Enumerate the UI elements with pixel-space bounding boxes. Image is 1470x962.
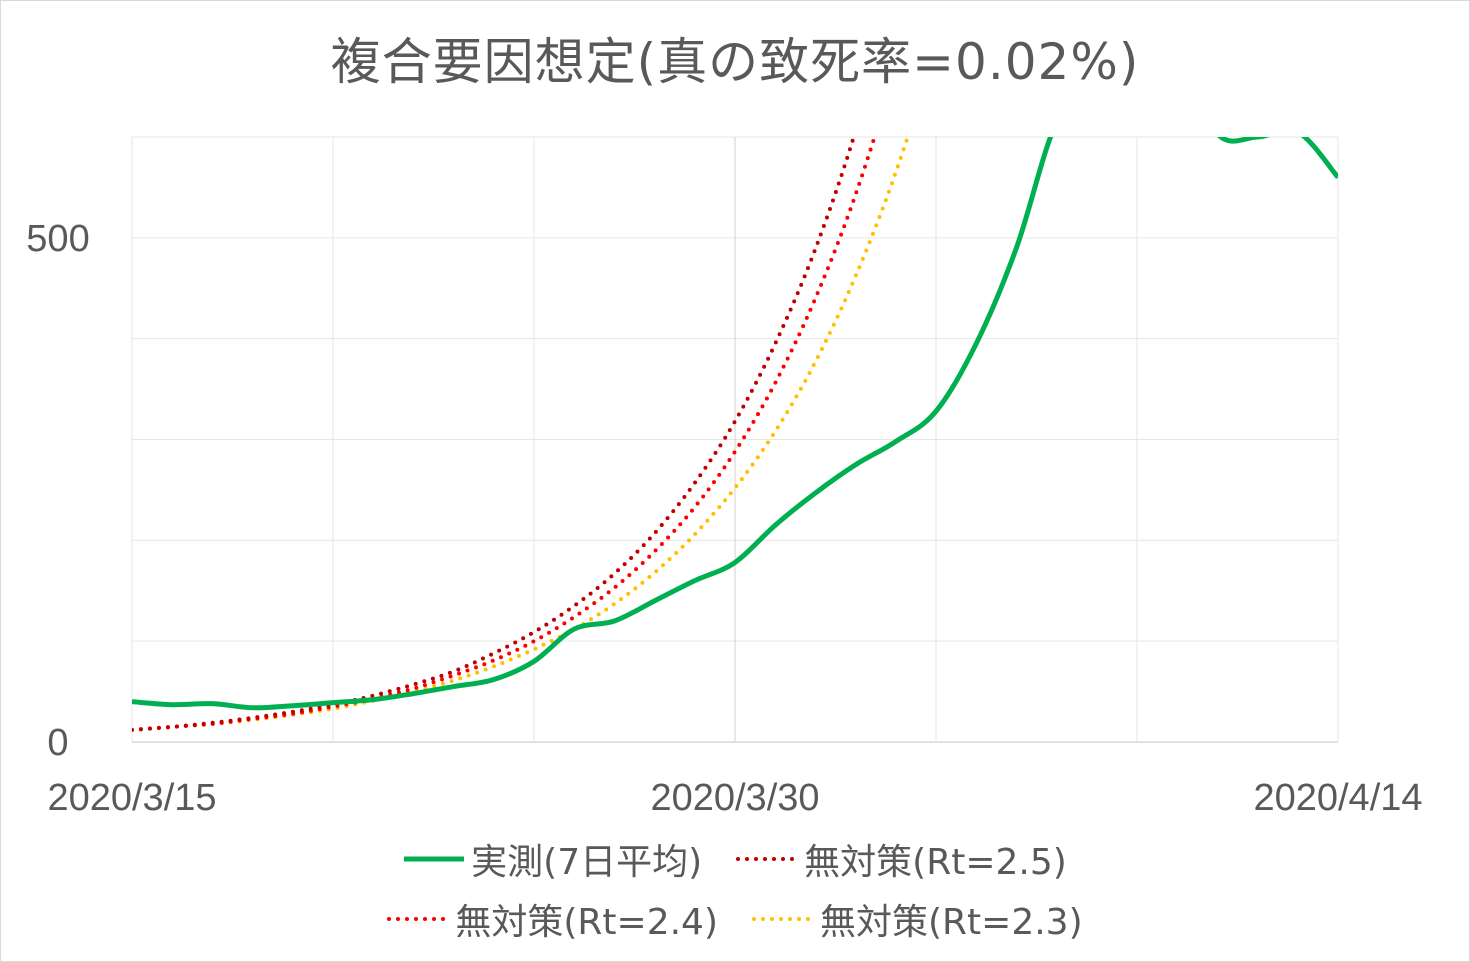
legend-swatch-rt25 bbox=[736, 857, 799, 861]
series-line-1 bbox=[132, 137, 856, 732]
legend-swatch-rt24 bbox=[387, 917, 450, 921]
x-tick-label: 2020/3/15 bbox=[47, 777, 216, 819]
series-line-0 bbox=[132, 137, 1338, 711]
legend-item-rt23: 無対策(Rt=2.3) bbox=[752, 893, 1083, 945]
legend: 実測(7日平均) 無対策(Rt=2.5) 無対策(Rt=2.4) 無対策(Rt=… bbox=[0, 835, 1470, 955]
plot-area: 0 500 2020/3/15 2020/3/30 2020/4/14 bbox=[26, 136, 1423, 819]
y-tick-label: 500 bbox=[26, 218, 89, 260]
legend-label-rt23: 無対策(Rt=2.3) bbox=[820, 902, 1083, 943]
legend-item-observed: 実測(7日平均) bbox=[403, 833, 702, 885]
chart-title: 複合要因想定(真の致死率=0.02%) bbox=[330, 33, 1140, 91]
legend-label-rt25: 無対策(Rt=2.5) bbox=[804, 842, 1067, 883]
y-tick-label: 0 bbox=[47, 722, 68, 764]
legend-swatch-rt23 bbox=[752, 917, 814, 921]
legend-swatch-observed bbox=[404, 856, 465, 862]
legend-label-observed: 実測(7日平均) bbox=[471, 842, 703, 883]
legend-item-rt25: 無対策(Rt=2.5) bbox=[736, 833, 1067, 885]
x-tick-label: 2020/4/14 bbox=[1253, 777, 1422, 819]
legend-label-rt24: 無対策(Rt=2.4) bbox=[455, 902, 718, 943]
x-tick-label: 2020/3/30 bbox=[650, 777, 819, 819]
legend-item-rt24: 無対策(Rt=2.4) bbox=[387, 893, 718, 945]
